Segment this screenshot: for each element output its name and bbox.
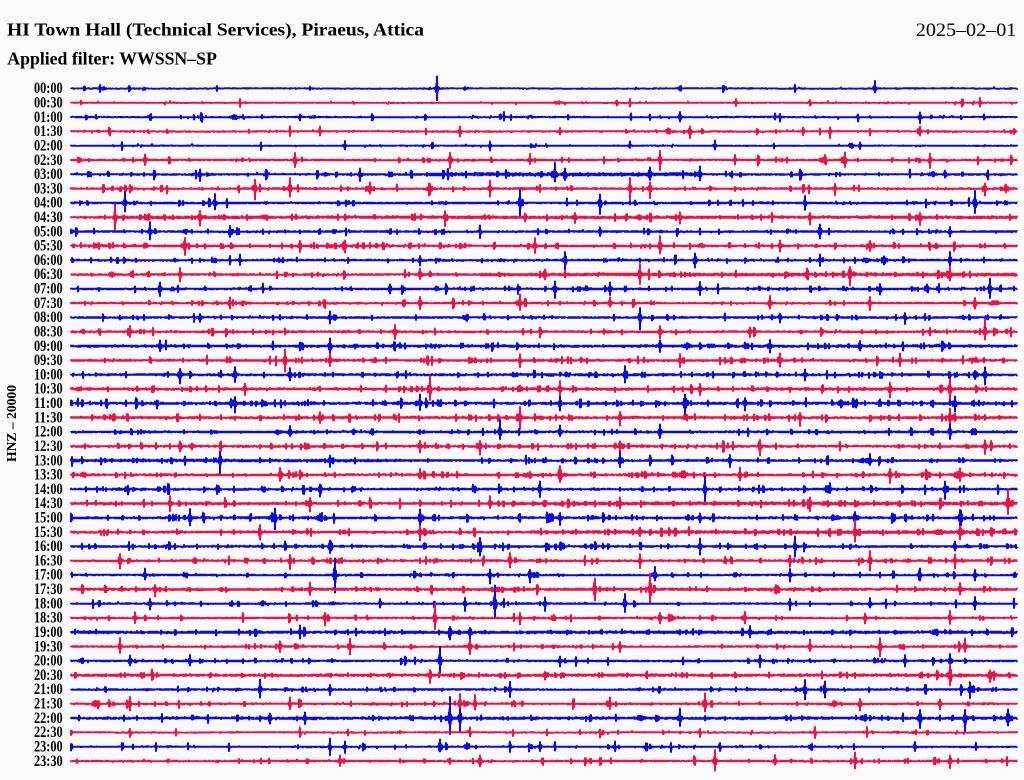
svg-text:05:30: 05:30 (34, 238, 63, 255)
svg-text:00:30: 00:30 (34, 95, 63, 112)
svg-text:09:00: 09:00 (34, 338, 63, 355)
svg-text:03:30: 03:30 (34, 180, 63, 197)
svg-text:15:00: 15:00 (34, 510, 63, 527)
svg-text:02:00: 02:00 (34, 137, 63, 154)
svg-text:HNZ – 20000: HNZ – 20000 (4, 385, 19, 462)
svg-text:08:00: 08:00 (34, 309, 63, 326)
svg-text:Applied filter: WWSSN–SP: Applied filter: WWSSN–SP (7, 49, 217, 69)
svg-text:04:00: 04:00 (34, 195, 63, 212)
svg-text:16:30: 16:30 (34, 552, 63, 569)
svg-text:07:00: 07:00 (34, 281, 63, 298)
svg-text:23:30: 23:30 (34, 753, 63, 770)
svg-text:12:00: 12:00 (34, 424, 63, 441)
svg-text:12:30: 12:30 (34, 438, 63, 455)
svg-text:22:00: 22:00 (34, 710, 63, 727)
svg-text:09:30: 09:30 (34, 352, 63, 369)
svg-text:23:00: 23:00 (34, 739, 63, 756)
svg-text:03:00: 03:00 (34, 166, 63, 183)
svg-text:17:30: 17:30 (34, 581, 63, 598)
svg-text:18:30: 18:30 (34, 610, 63, 627)
svg-text:11:30: 11:30 (34, 409, 63, 426)
svg-text:21:00: 21:00 (34, 681, 63, 698)
svg-text:HI Town Hall (Technical Servic: HI Town Hall (Technical Services), Pirae… (7, 19, 424, 39)
svg-text:00:00: 00:00 (34, 80, 63, 97)
svg-text:15:30: 15:30 (34, 524, 63, 541)
svg-text:13:30: 13:30 (34, 467, 63, 484)
svg-text:19:00: 19:00 (34, 624, 63, 641)
svg-text:20:30: 20:30 (34, 667, 63, 684)
svg-text:2025–02–01: 2025–02–01 (916, 20, 1017, 41)
svg-text:06:00: 06:00 (34, 252, 63, 269)
svg-text:10:00: 10:00 (34, 366, 63, 383)
svg-text:19:30: 19:30 (34, 638, 63, 655)
svg-text:07:30: 07:30 (34, 295, 63, 312)
svg-text:02:30: 02:30 (34, 152, 63, 169)
svg-text:14:30: 14:30 (34, 495, 63, 512)
svg-text:01:30: 01:30 (34, 123, 63, 140)
svg-text:20:00: 20:00 (34, 653, 63, 670)
svg-text:05:00: 05:00 (34, 223, 63, 240)
svg-text:21:30: 21:30 (34, 696, 63, 713)
svg-text:18:00: 18:00 (34, 595, 63, 612)
svg-text:16:00: 16:00 (34, 538, 63, 555)
svg-text:08:30: 08:30 (34, 324, 63, 341)
svg-text:14:00: 14:00 (34, 481, 63, 498)
svg-text:11:00: 11:00 (34, 395, 63, 412)
svg-text:06:30: 06:30 (34, 266, 63, 283)
svg-text:17:00: 17:00 (34, 567, 63, 584)
svg-text:04:30: 04:30 (34, 209, 63, 226)
svg-text:10:30: 10:30 (34, 381, 63, 398)
svg-text:22:30: 22:30 (34, 724, 63, 741)
svg-text:01:00: 01:00 (34, 109, 63, 126)
svg-text:13:00: 13:00 (34, 452, 63, 469)
